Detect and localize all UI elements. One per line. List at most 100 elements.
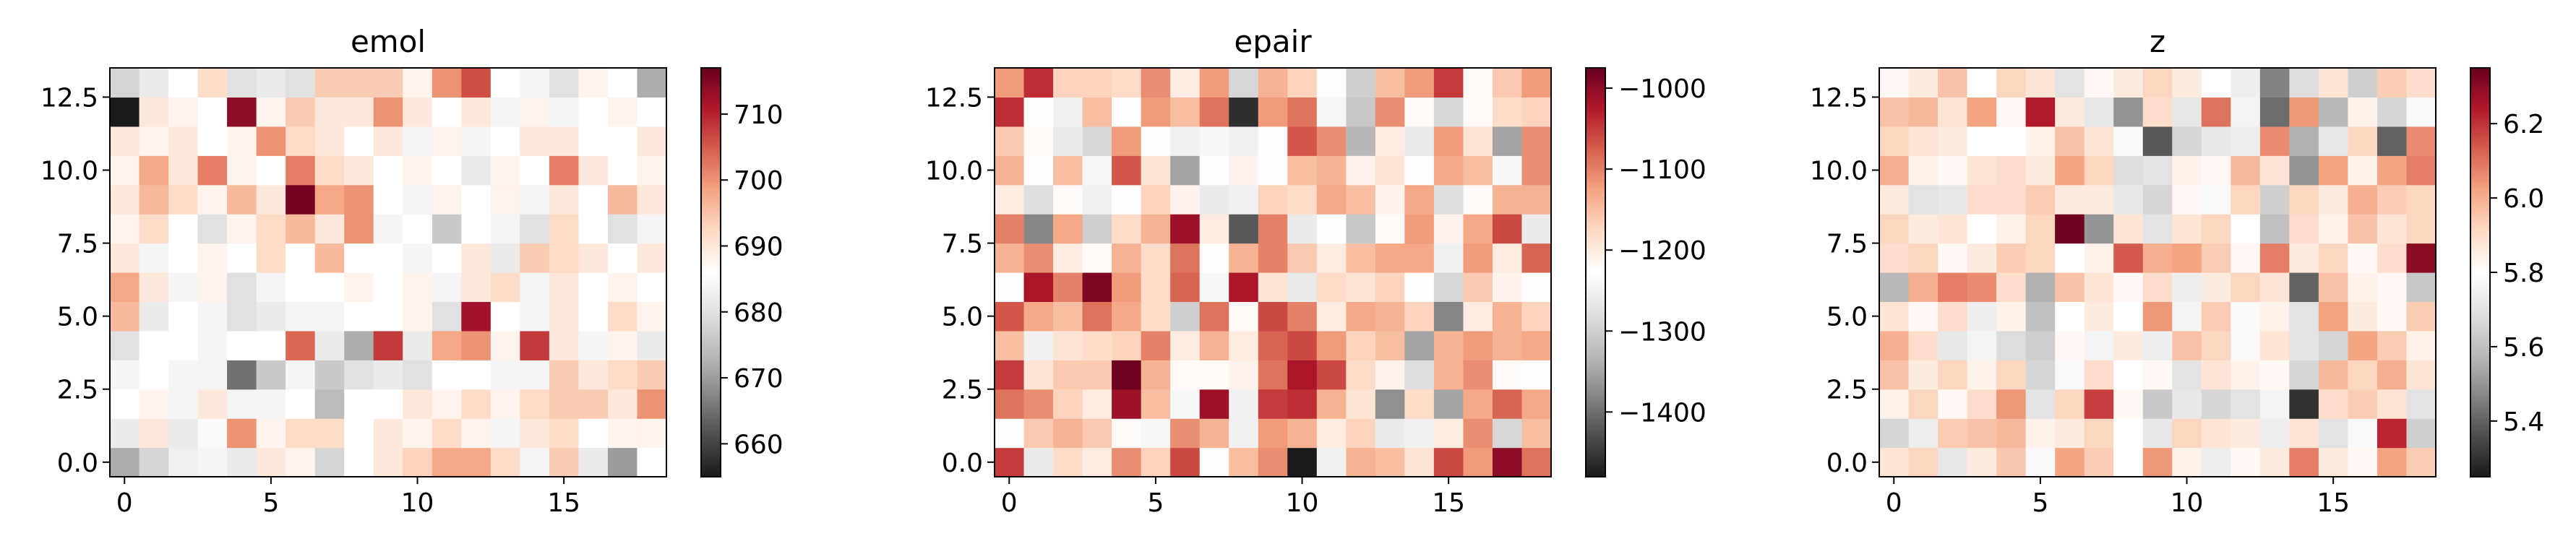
heatmap-cell bbox=[520, 447, 550, 477]
heatmap-cell bbox=[2231, 301, 2261, 332]
heatmap-cell bbox=[2259, 155, 2290, 186]
heatmap-cell bbox=[1375, 389, 1405, 419]
heatmap-cell bbox=[461, 418, 491, 449]
heatmap-cell bbox=[1463, 184, 1493, 215]
heatmap-cell bbox=[490, 126, 520, 156]
heatmap-cell bbox=[578, 214, 609, 244]
heatmap-cell bbox=[1229, 301, 1259, 332]
heatmap-cell bbox=[2377, 447, 2408, 477]
heatmap-cell bbox=[1199, 330, 1229, 360]
heatmap-cell bbox=[2348, 214, 2378, 244]
heatmap-cell bbox=[1996, 155, 2027, 186]
heatmap-cell bbox=[2084, 447, 2114, 477]
heatmap-cell bbox=[2055, 155, 2085, 186]
heatmap-cell bbox=[1346, 330, 1376, 360]
heatmap-cell bbox=[1967, 184, 1997, 215]
heatmap-cell bbox=[2377, 126, 2408, 156]
heatmap-cell bbox=[1082, 301, 1112, 332]
heatmap-cell bbox=[1170, 243, 1201, 273]
heatmap-cell bbox=[1346, 68, 1376, 98]
heatmap-cell bbox=[110, 330, 140, 360]
heatmap-cell bbox=[1316, 97, 1347, 127]
heatmap-cell bbox=[2113, 243, 2144, 273]
heatmap-cell bbox=[549, 447, 580, 477]
heatmap-cell bbox=[197, 389, 228, 419]
heatmap-cell bbox=[227, 184, 257, 215]
heatmap-cell bbox=[2055, 126, 2085, 156]
heatmap-cell bbox=[1316, 447, 1347, 477]
heatmap-cell bbox=[2406, 389, 2437, 419]
colorbar-tick-label: 6.0 bbox=[2503, 184, 2544, 214]
heatmap-cell bbox=[256, 97, 286, 127]
heatmap-cell bbox=[139, 389, 169, 419]
heatmap-cell bbox=[2348, 272, 2378, 303]
heatmap-cell bbox=[168, 184, 199, 215]
heatmap-cell bbox=[461, 184, 491, 215]
y-tick-label: 0.0 bbox=[942, 449, 983, 478]
heatmap-cell bbox=[578, 126, 609, 156]
heatmap-cell bbox=[1229, 243, 1259, 273]
heatmap-cell bbox=[1375, 447, 1405, 477]
heatmap-cell bbox=[1082, 360, 1112, 390]
heatmap-cell bbox=[1375, 214, 1405, 244]
heatmap-cell bbox=[2201, 155, 2231, 186]
heatmap-cell bbox=[995, 155, 1025, 186]
heatmap-cell bbox=[1112, 360, 1142, 390]
heatmap-cell bbox=[1023, 389, 1054, 419]
heatmap-cell bbox=[1082, 97, 1112, 127]
heatmap-cell bbox=[1938, 214, 1968, 244]
heatmap-cell bbox=[139, 301, 169, 332]
heatmap-cell bbox=[1521, 330, 1552, 360]
heatmap-cell bbox=[1433, 126, 1464, 156]
heatmap-cell bbox=[285, 418, 316, 449]
heatmap-cell bbox=[1938, 68, 1968, 98]
heatmap-cell bbox=[1404, 360, 1435, 390]
heatmap-cell bbox=[256, 389, 286, 419]
heatmap-cell bbox=[1521, 447, 1552, 477]
heatmap-cell bbox=[1053, 301, 1083, 332]
heatmap-cell bbox=[2172, 301, 2202, 332]
heatmap-cell bbox=[995, 389, 1025, 419]
heatmap-cell bbox=[1492, 330, 1523, 360]
heatmap-cell bbox=[227, 214, 257, 244]
y-tick-label: 2.5 bbox=[57, 376, 98, 405]
heatmap-cell bbox=[1199, 301, 1229, 332]
heatmap-cell bbox=[1996, 184, 2027, 215]
heatmap-cell bbox=[2259, 447, 2290, 477]
heatmap-cell bbox=[1879, 126, 1910, 156]
heatmap-cell bbox=[2259, 301, 2290, 332]
colorbar-tick-label: 5.4 bbox=[2503, 407, 2544, 437]
heatmap-cell bbox=[995, 418, 1025, 449]
heatmap-cell bbox=[110, 68, 140, 98]
heatmap-cell bbox=[227, 272, 257, 303]
heatmap-cell bbox=[1938, 330, 1968, 360]
heatmap-cells bbox=[995, 68, 1552, 477]
heatmap-cell bbox=[461, 126, 491, 156]
heatmap-cell bbox=[1492, 389, 1523, 419]
heatmap-cell bbox=[2201, 447, 2231, 477]
heatmap-cell bbox=[607, 97, 638, 127]
heatmap-cell bbox=[1433, 272, 1464, 303]
colorbar-tick-label: 710 bbox=[734, 100, 783, 130]
heatmap-cell bbox=[168, 360, 199, 390]
heatmap-cell bbox=[1053, 447, 1083, 477]
heatmap-cell bbox=[490, 418, 520, 449]
heatmap-cell bbox=[432, 126, 462, 156]
heatmap-cell bbox=[314, 389, 345, 419]
heatmap-cell bbox=[1938, 360, 1968, 390]
heatmap-cell bbox=[139, 126, 169, 156]
heatmap-cell bbox=[2289, 389, 2319, 419]
heatmap-cell bbox=[549, 184, 580, 215]
heatmap-cell bbox=[2172, 68, 2202, 98]
heatmap-cell bbox=[2084, 389, 2114, 419]
heatmap-cell bbox=[403, 243, 433, 273]
heatmap-cell bbox=[1404, 68, 1435, 98]
heatmap-cell bbox=[1908, 447, 1939, 477]
heatmap-cell bbox=[110, 155, 140, 186]
heatmap-cell bbox=[1141, 97, 1171, 127]
heatmap-cell bbox=[344, 126, 374, 156]
heatmap-cell bbox=[2289, 330, 2319, 360]
heatmap-cell bbox=[1316, 68, 1347, 98]
heatmap-cell bbox=[403, 184, 433, 215]
heatmap-cell bbox=[2201, 360, 2231, 390]
